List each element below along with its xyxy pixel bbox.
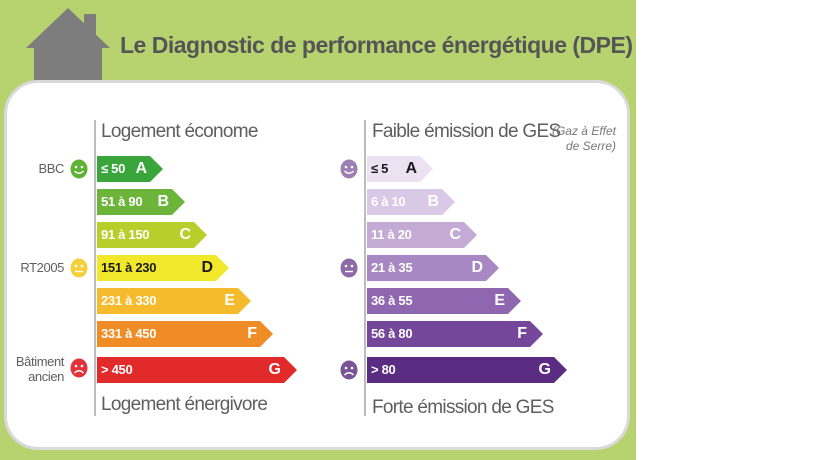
ges-class-range: 6 à 10 bbox=[371, 194, 406, 209]
energy-class-range: ≤ 50 bbox=[101, 161, 126, 176]
ges-axis bbox=[364, 120, 366, 416]
ges-bottom-caption: Forte émission de GES bbox=[372, 397, 554, 418]
ges-class-letter: A bbox=[405, 160, 417, 177]
ges-class-range: 21 à 35 bbox=[371, 260, 413, 275]
ges-note-line: de Serre) bbox=[565, 139, 616, 153]
ges-class-range: 56 à 80 bbox=[371, 326, 413, 341]
energy-class-bar-c: 91 à 150 C bbox=[97, 222, 207, 248]
energy-class-range: 231 à 330 bbox=[101, 293, 157, 308]
energy-axis bbox=[94, 120, 96, 416]
ges-class-bar-e: 36 à 55 E bbox=[367, 288, 521, 314]
energy-marker-label: BBC bbox=[38, 161, 64, 176]
ges-class-bar-d: 21 à 35 D bbox=[367, 255, 499, 281]
dpe-panel: Le Diagnostic de performance énergétique… bbox=[0, 0, 636, 460]
ges-note: (Gaz à Effet de Serre) bbox=[540, 124, 616, 154]
neutral-face-icon bbox=[70, 258, 88, 278]
energy-marker-label: RT2005 bbox=[20, 260, 64, 275]
energy-bottom-caption: Logement énergivore bbox=[101, 394, 268, 415]
energy-class-range: 151 à 230 bbox=[101, 260, 157, 275]
energy-class-bar-f: 331 à 450 F bbox=[97, 321, 273, 347]
ges-class-bar-g: > 80 G bbox=[367, 357, 567, 383]
energy-marker-label: Bâtiment ancien bbox=[15, 354, 65, 384]
ges-note-line: (Gaz à Effet bbox=[551, 124, 616, 138]
ges-class-letter: F bbox=[517, 325, 527, 342]
ges-class-letter: B bbox=[427, 193, 439, 210]
energy-class-letter: D bbox=[201, 259, 213, 276]
ges-class-letter: G bbox=[538, 361, 551, 378]
energy-class-letter: E bbox=[224, 292, 235, 309]
ges-class-letter: C bbox=[449, 226, 461, 243]
ges-class-bar-f: 56 à 80 F bbox=[367, 321, 543, 347]
energy-class-range: 91 à 150 bbox=[101, 227, 150, 242]
energy-class-range: 331 à 450 bbox=[101, 326, 157, 341]
energy-class-range: > 450 bbox=[101, 362, 133, 377]
ges-class-range: 11 à 20 bbox=[371, 227, 412, 242]
ges-class-range: > 80 bbox=[371, 362, 396, 377]
sad-face-icon bbox=[70, 358, 88, 378]
ges-class-bar-a: ≤ 5 A bbox=[367, 156, 433, 182]
energy-class-letter: G bbox=[268, 361, 281, 378]
energy-class-bar-e: 231 à 330 E bbox=[97, 288, 251, 314]
ges-top-caption: Faible émission de GES bbox=[372, 121, 561, 142]
energy-class-letter: F bbox=[247, 325, 257, 342]
energy-class-letter: C bbox=[179, 226, 191, 243]
energy-class-letter: B bbox=[157, 193, 169, 210]
ges-class-range: ≤ 5 bbox=[371, 161, 389, 176]
happy-face-icon bbox=[340, 159, 358, 179]
energy-class-bar-d: 151 à 230 D bbox=[97, 255, 229, 281]
page-title: Le Diagnostic de performance énergétique… bbox=[120, 32, 633, 58]
energy-class-bar-a: ≤ 50 A bbox=[97, 156, 163, 182]
ges-class-bar-c: 11 à 20 C bbox=[367, 222, 477, 248]
energy-class-bar-b: 51 à 90 B bbox=[97, 189, 185, 215]
ges-class-range: 36 à 55 bbox=[371, 293, 413, 308]
house-icon bbox=[26, 8, 110, 92]
ges-class-letter: E bbox=[494, 292, 505, 309]
energy-class-letter: A bbox=[135, 160, 147, 177]
sad-face-icon bbox=[340, 360, 358, 380]
ges-class-letter: D bbox=[471, 259, 483, 276]
energy-class-range: 51 à 90 bbox=[101, 194, 143, 209]
ges-class-bar-b: 6 à 10 B bbox=[367, 189, 455, 215]
happy-face-icon bbox=[70, 159, 88, 179]
neutral-face-icon bbox=[340, 258, 358, 278]
energy-top-caption: Logement économe bbox=[101, 121, 258, 142]
energy-class-bar-g: > 450 G bbox=[97, 357, 297, 383]
